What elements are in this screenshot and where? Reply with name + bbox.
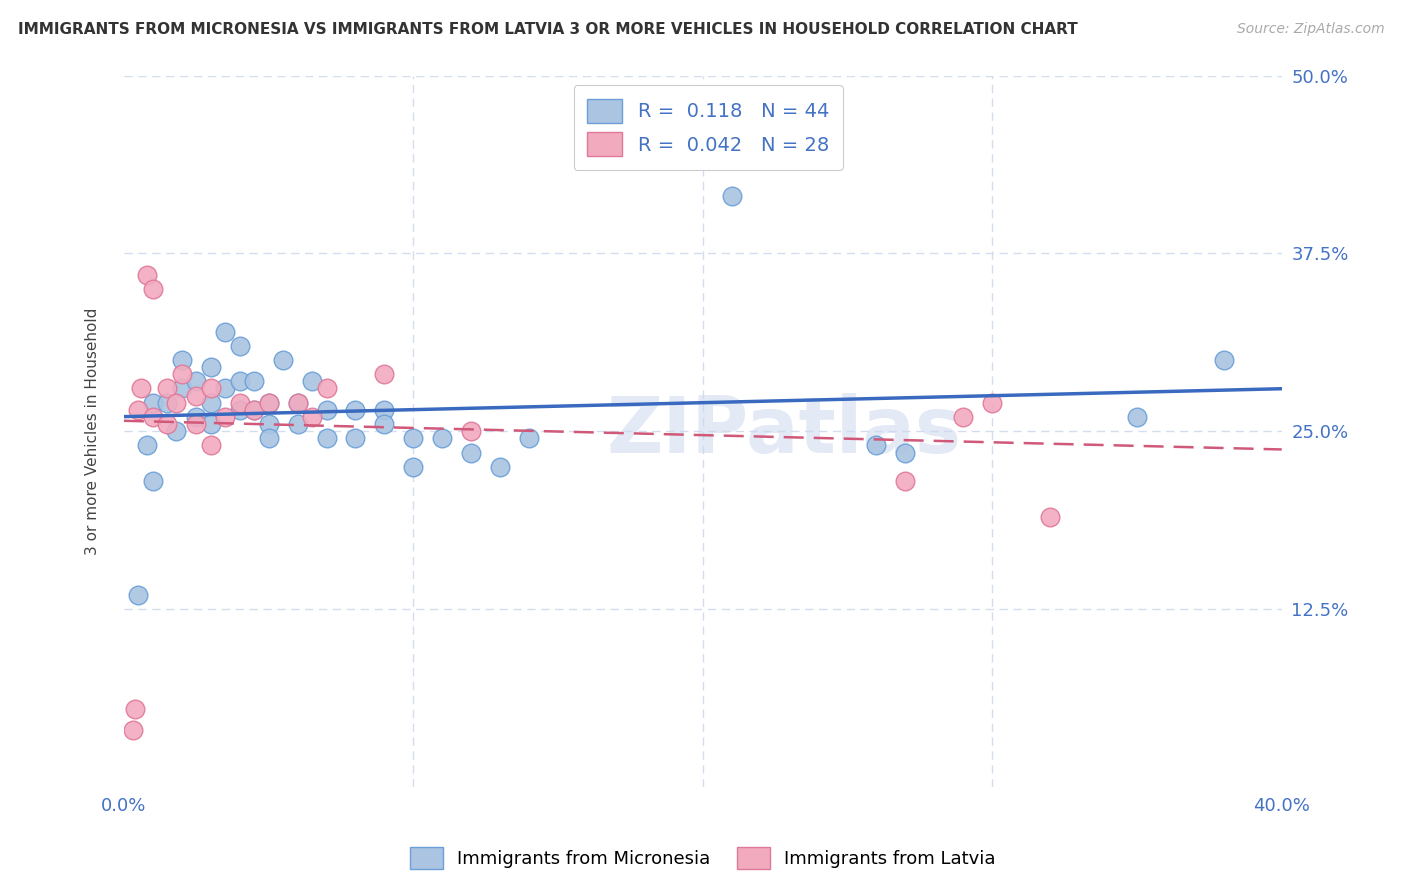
Point: [170, 353, 193, 368]
Point: [243, 402, 266, 417]
Point: [865, 438, 887, 452]
Point: [200, 382, 222, 396]
Point: [344, 431, 367, 445]
Point: [952, 409, 974, 424]
Point: [214, 382, 236, 396]
Point: [136, 268, 159, 282]
Point: [127, 402, 149, 417]
Point: [170, 368, 193, 382]
Point: [165, 395, 187, 409]
Point: [894, 474, 917, 488]
Point: [200, 438, 222, 452]
Point: [301, 409, 323, 424]
Legend: R =  0.118   N = 44, R =  0.042   N = 28: R = 0.118 N = 44, R = 0.042 N = 28: [574, 86, 842, 169]
Point: [271, 353, 294, 368]
Point: [257, 395, 280, 409]
Point: [156, 395, 179, 409]
Point: [460, 424, 482, 438]
Point: [156, 417, 179, 431]
Point: [142, 395, 165, 409]
Point: [156, 382, 179, 396]
Point: [373, 402, 395, 417]
Point: [142, 282, 165, 296]
Legend: Immigrants from Micronesia, Immigrants from Latvia: Immigrants from Micronesia, Immigrants f…: [401, 838, 1005, 879]
Point: [121, 723, 143, 737]
Point: [186, 375, 208, 389]
Point: [1126, 409, 1149, 424]
Text: Source: ZipAtlas.com: Source: ZipAtlas.com: [1237, 22, 1385, 37]
Point: [142, 409, 165, 424]
Point: [373, 368, 395, 382]
Point: [170, 382, 193, 396]
Point: [186, 389, 208, 403]
Point: [142, 474, 165, 488]
Point: [129, 382, 152, 396]
Point: [124, 701, 146, 715]
Point: [186, 409, 208, 424]
Point: [344, 402, 367, 417]
Point: [257, 395, 280, 409]
Point: [228, 339, 250, 353]
Point: [981, 395, 1004, 409]
Point: [200, 360, 222, 375]
Point: [228, 402, 250, 417]
Point: [315, 382, 337, 396]
Point: [257, 431, 280, 445]
Point: [186, 417, 208, 431]
Text: IMMIGRANTS FROM MICRONESIA VS IMMIGRANTS FROM LATVIA 3 OR MORE VEHICLES IN HOUSE: IMMIGRANTS FROM MICRONESIA VS IMMIGRANTS…: [18, 22, 1078, 37]
Point: [243, 402, 266, 417]
Point: [517, 431, 540, 445]
Point: [315, 431, 337, 445]
Point: [720, 189, 742, 203]
Point: [460, 445, 482, 459]
Point: [257, 417, 280, 431]
Point: [315, 402, 337, 417]
Point: [489, 459, 512, 474]
Point: [165, 424, 187, 438]
Point: [200, 417, 222, 431]
Point: [136, 438, 159, 452]
Point: [432, 431, 454, 445]
Point: [127, 588, 149, 602]
Y-axis label: 3 or more Vehicles in Household: 3 or more Vehicles in Household: [86, 308, 100, 555]
Point: [228, 375, 250, 389]
Point: [228, 395, 250, 409]
Point: [214, 325, 236, 339]
Point: [373, 417, 395, 431]
Text: ZIPatlas: ZIPatlas: [606, 393, 962, 469]
Point: [243, 375, 266, 389]
Point: [1039, 509, 1062, 524]
Point: [301, 375, 323, 389]
Point: [287, 417, 309, 431]
Point: [287, 395, 309, 409]
Point: [200, 395, 222, 409]
Point: [402, 459, 425, 474]
Point: [402, 431, 425, 445]
Point: [1212, 353, 1234, 368]
Point: [287, 395, 309, 409]
Point: [894, 445, 917, 459]
Point: [214, 409, 236, 424]
